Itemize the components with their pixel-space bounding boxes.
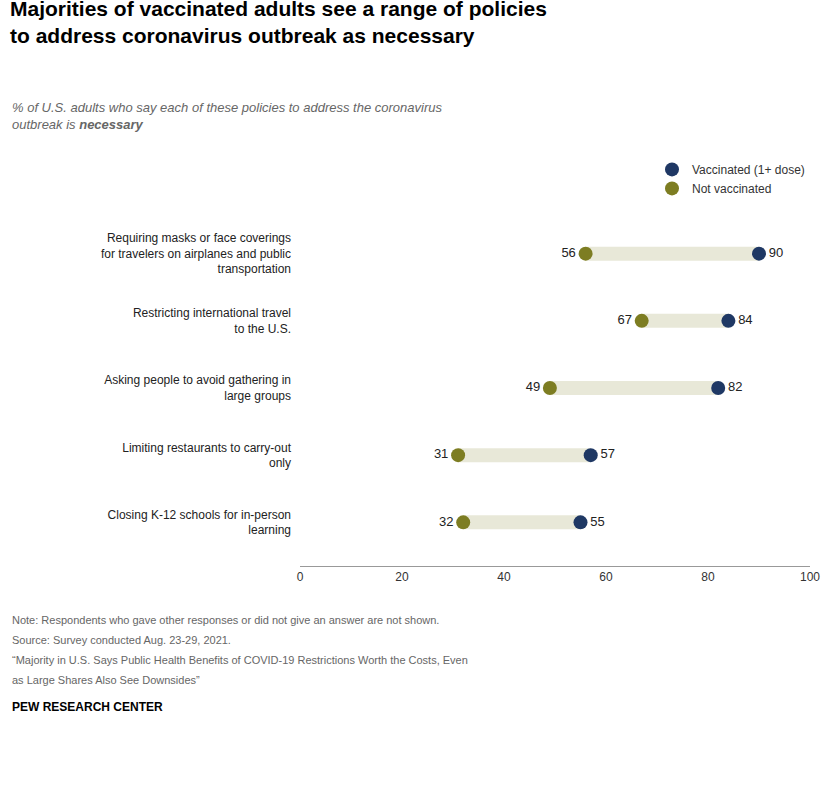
svg-text:57: 57 xyxy=(600,446,614,461)
svg-text:56: 56 xyxy=(561,245,575,260)
svg-text:% of U.S. adults who say each: % of U.S. adults who say each of these p… xyxy=(12,100,442,132)
svg-text:Asking people to avoid gatheri: Asking people to avoid gathering inlarge… xyxy=(104,373,291,403)
svg-text:as Large Shares Also See Downs: as Large Shares Also See Downsides” xyxy=(12,674,200,686)
svg-text:Requiring masks or face coveri: Requiring masks or face coveringsfor tra… xyxy=(101,231,291,276)
svg-text:67: 67 xyxy=(617,312,631,327)
svg-text:100: 100 xyxy=(800,570,820,584)
svg-text:84: 84 xyxy=(738,312,752,327)
svg-text:“Majority in U.S. Says Public: “Majority in U.S. Says Public Health Ben… xyxy=(12,654,468,666)
svg-text:Majorities of vaccinated adult: Majorities of vaccinated adults see a ra… xyxy=(10,0,547,47)
svg-text:Not vaccinated: Not vaccinated xyxy=(692,182,771,196)
svg-text:40: 40 xyxy=(497,570,511,584)
svg-text:Limiting restaurants to carry-: Limiting restaurants to carry-outonly xyxy=(122,441,291,471)
svg-text:60: 60 xyxy=(599,570,613,584)
svg-text:55: 55 xyxy=(590,514,604,529)
svg-text:49: 49 xyxy=(526,379,540,394)
svg-text:80: 80 xyxy=(701,570,715,584)
svg-text:Note: Respondents who gave oth: Note: Respondents who gave other respons… xyxy=(12,614,439,626)
svg-text:32: 32 xyxy=(439,514,453,529)
svg-text:0: 0 xyxy=(297,570,304,584)
svg-text:Restricting international trav: Restricting international travelto the U… xyxy=(133,306,291,336)
svg-text:31: 31 xyxy=(434,446,448,461)
svg-text:Closing K-12 schools for in-pe: Closing K-12 schools for in-personlearni… xyxy=(108,508,291,538)
svg-text:PEW RESEARCH CENTER: PEW RESEARCH CENTER xyxy=(12,700,163,714)
svg-text:20: 20 xyxy=(395,570,409,584)
svg-text:82: 82 xyxy=(728,379,742,394)
svg-text:90: 90 xyxy=(769,245,783,260)
svg-text:Source: Survey conducted Aug.: Source: Survey conducted Aug. 23-29, 202… xyxy=(12,634,231,646)
svg-text:Vaccinated (1+ dose): Vaccinated (1+ dose) xyxy=(692,163,805,177)
